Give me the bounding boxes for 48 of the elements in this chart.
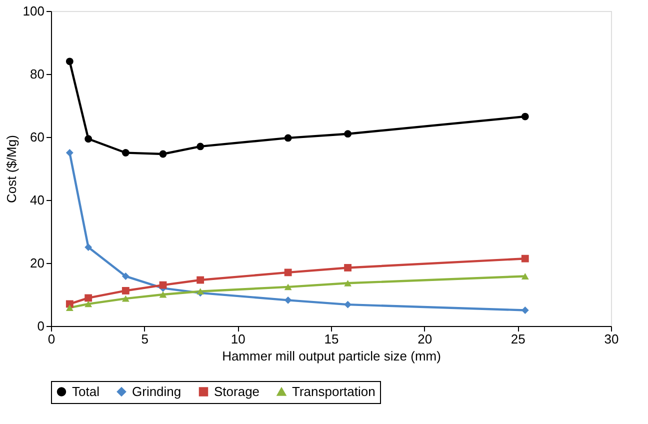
y-axis-title: Cost ($/Mg): [4, 135, 19, 203]
point: [122, 287, 130, 294]
point: [521, 254, 529, 262]
point: [196, 142, 204, 150]
point: [284, 268, 292, 276]
legend-label: Grinding: [132, 384, 182, 399]
point: [344, 264, 352, 272]
point: [521, 112, 529, 120]
x-tick-label: 25: [510, 332, 526, 346]
point: [284, 296, 292, 304]
x-tick-label: 0: [48, 332, 56, 346]
point: [159, 281, 167, 289]
point: [344, 280, 352, 286]
point: [284, 134, 292, 142]
point: [84, 300, 92, 308]
point: [521, 306, 529, 314]
x-tick-label: 20: [418, 332, 432, 346]
x-tick-label: 30: [604, 332, 619, 346]
y-tick-label: 0: [37, 318, 44, 334]
point: [66, 304, 74, 311]
point: [344, 130, 352, 138]
legend-label: Total: [72, 384, 100, 399]
point: [284, 284, 292, 290]
point: [84, 294, 92, 302]
point: [159, 291, 167, 298]
y-tick-label: 100: [22, 4, 44, 18]
x-tick-label: 5: [141, 332, 148, 346]
x-tick-label: 15: [324, 332, 339, 346]
point: [122, 149, 130, 156]
point: [122, 272, 130, 280]
y-tick-label: 40: [30, 192, 44, 208]
point: [521, 273, 529, 280]
legend-label: Transportation: [292, 384, 376, 399]
x-tick-label: 10: [230, 332, 246, 346]
y-tick-label: 20: [30, 256, 44, 270]
point: [344, 300, 352, 308]
point: [66, 58, 74, 66]
point: [66, 300, 74, 308]
point: [66, 149, 74, 156]
x-axis-title: Hammer mill output particle size (mm): [222, 348, 441, 364]
legend-label: Storage: [214, 384, 260, 399]
point: [196, 276, 204, 284]
point: [122, 295, 130, 302]
y-tick-label: 60: [30, 130, 44, 144]
point: [84, 135, 92, 143]
point: [84, 244, 92, 251]
y-tick-label: 80: [30, 66, 44, 82]
point: [159, 150, 167, 158]
